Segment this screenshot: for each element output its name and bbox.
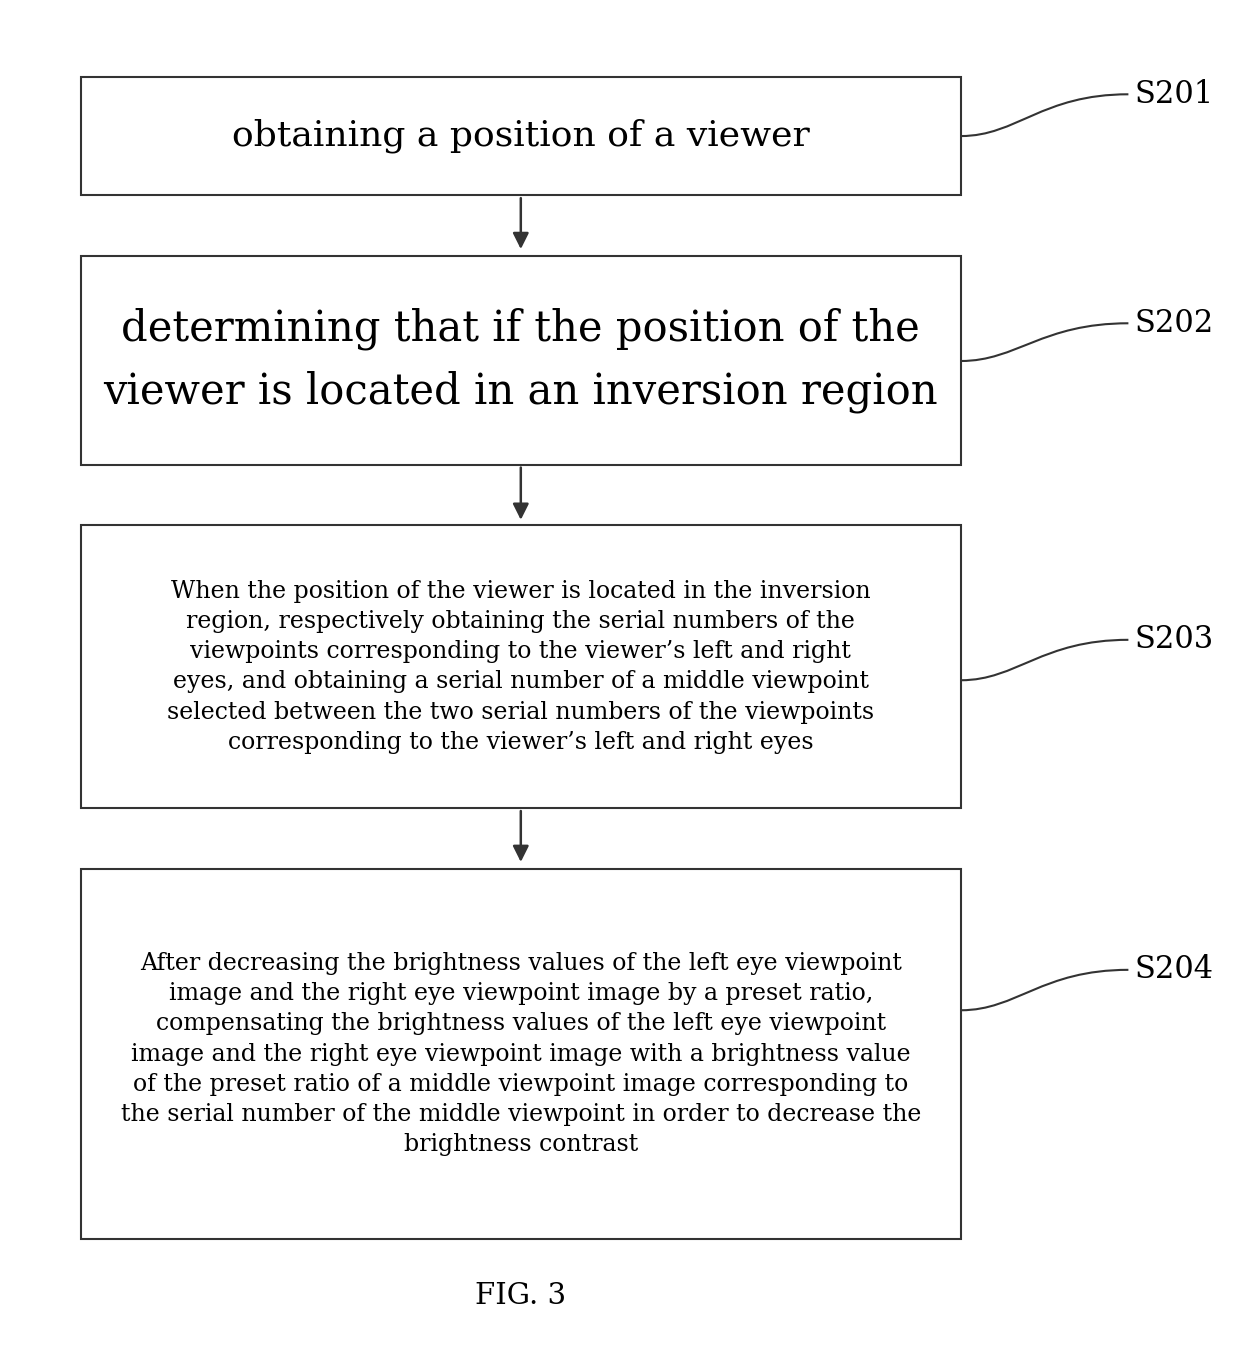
Text: FIG. 3: FIG. 3	[475, 1282, 567, 1309]
Text: S203: S203	[1135, 624, 1214, 656]
Text: S204: S204	[1135, 954, 1214, 986]
Bar	[81, 869, 961, 1239]
Text: After decreasing the brightness values of the left eye viewpoint
image and the r: After decreasing the brightness values o…	[120, 952, 921, 1156]
Text: obtaining a position of a viewer: obtaining a position of a viewer	[232, 119, 810, 154]
Bar	[81, 256, 961, 465]
Text: S202: S202	[1135, 307, 1214, 339]
Bar	[81, 525, 961, 808]
Text: When the position of the viewer is located in the inversion
region, respectively: When the position of the viewer is locat…	[167, 579, 874, 754]
Text: S201: S201	[1135, 78, 1214, 110]
Bar	[81, 77, 961, 195]
Text: determining that if the position of the
viewer is located in an inversion region: determining that if the position of the …	[103, 308, 939, 412]
